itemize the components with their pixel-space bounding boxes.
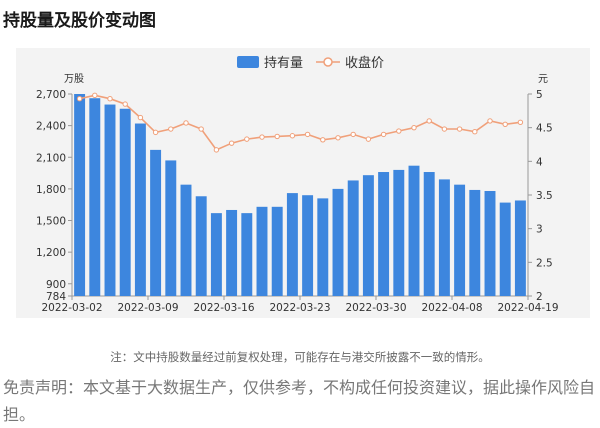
price-point — [304, 131, 311, 138]
y-left-tick-label: 784 — [46, 291, 66, 303]
price-point — [365, 136, 372, 142]
y-left-tick-label: 2,100 — [36, 152, 66, 164]
y-left-tick-label: 900 — [46, 279, 66, 291]
price-point — [259, 134, 265, 140]
y-left-tick-label: 1,200 — [36, 247, 66, 259]
legend-marker-price — [323, 57, 333, 67]
bar-holding — [241, 213, 253, 296]
price-point — [426, 118, 432, 124]
price-point — [213, 147, 220, 153]
price-point — [472, 129, 478, 135]
price-point — [168, 126, 174, 132]
price-point — [380, 131, 387, 138]
y-right-tick-label: 3 — [536, 224, 543, 236]
bar-holding — [119, 108, 131, 296]
bar-holding — [150, 149, 162, 296]
bar-holding — [134, 123, 146, 296]
bar-holding — [347, 180, 359, 296]
bar-holding — [484, 190, 496, 296]
y-right-tick-label: 3.5 — [536, 190, 553, 202]
y-left-unit: 万股 — [64, 73, 84, 85]
price-point — [350, 131, 356, 138]
bar-holding — [210, 213, 222, 296]
price-point — [76, 96, 83, 102]
disclaimer-text: 免责声明：本文基于大数据生产，仅供参考，不构成任何投资建议，据此操作风险自担。 — [3, 378, 596, 424]
y-left-tick-label: 2,400 — [36, 121, 66, 133]
price-point — [335, 135, 341, 141]
bar-holding — [317, 198, 329, 296]
price-point — [487, 118, 493, 124]
x-tick-label: 2022-03-23 — [269, 302, 330, 314]
price-point — [92, 92, 98, 99]
legend-swatch-holding — [237, 56, 259, 68]
y-right-tick-label: 2.5 — [536, 257, 553, 269]
bar-holding — [378, 172, 390, 296]
bar-holding — [271, 206, 283, 296]
legend-label-price: 收盘价 — [345, 55, 384, 71]
price-point — [137, 114, 144, 121]
y-right-tick-label: 4 — [536, 156, 543, 168]
bar-holding — [408, 165, 420, 296]
y-right-tick-label: 5 — [536, 89, 543, 101]
price-point — [411, 124, 417, 131]
price-point — [456, 126, 463, 132]
bar-holding — [74, 94, 86, 296]
x-tick-label: 2022-03-02 — [41, 302, 102, 314]
bar-holding — [499, 202, 511, 296]
price-point — [289, 133, 296, 139]
legend-label-holding: 持有量 — [264, 56, 303, 71]
bar-holding — [469, 189, 481, 296]
x-tick-label: 2022-04-08 — [421, 302, 482, 314]
y-right-unit: 元 — [538, 74, 548, 85]
y-left-tick-label: 1,500 — [36, 216, 66, 228]
price-point — [244, 136, 250, 142]
bar-holding — [438, 179, 450, 296]
price-point — [517, 119, 524, 125]
price-point — [183, 120, 189, 126]
bar-holding — [286, 193, 298, 296]
bar-holding — [393, 169, 405, 296]
bar-holding — [332, 188, 344, 296]
price-point — [198, 126, 204, 132]
price-point — [107, 96, 113, 102]
page-title: 持股量及股价变动图 — [3, 11, 156, 31]
price-point — [122, 101, 128, 107]
price-point — [502, 121, 508, 128]
x-tick-label: 2022-03-30 — [345, 302, 406, 314]
bar-holding — [423, 172, 435, 296]
x-tick-label: 2022-03-09 — [117, 302, 178, 314]
price-point — [320, 137, 326, 143]
x-tick-label: 2022-03-16 — [193, 302, 254, 314]
y-left-tick-label: 1,800 — [36, 184, 66, 196]
price-point — [152, 129, 159, 136]
y-right-tick-label: 2 — [536, 291, 543, 303]
price-point — [396, 128, 402, 134]
bar-holding — [514, 200, 526, 296]
bar-holding — [256, 206, 268, 296]
bar-holding — [195, 196, 207, 296]
bar-holding — [226, 209, 238, 296]
chart-note: 注：文中持股数量经过前复权处理，可能存在与港交所披露不一致的情形。 — [110, 350, 490, 364]
y-left-tick-label: 2,700 — [36, 89, 66, 101]
bar-holding — [165, 160, 177, 296]
bar-holding — [104, 104, 116, 296]
x-tick-label: 2022-04-19 — [497, 302, 558, 314]
price-point — [274, 133, 280, 140]
bar-holding — [362, 175, 374, 296]
price-point — [228, 140, 235, 146]
price-point — [441, 126, 448, 132]
y-right-tick-label: 4.5 — [536, 123, 553, 135]
bar-holding — [180, 184, 192, 296]
bar-holding — [302, 195, 314, 296]
bar-holding — [89, 98, 101, 296]
chart-panel: 持有量 收盘价万股 元 784 900 1,200 1,500 1,800 2,100 2,400… — [16, 48, 590, 318]
bar-holding — [454, 184, 466, 296]
